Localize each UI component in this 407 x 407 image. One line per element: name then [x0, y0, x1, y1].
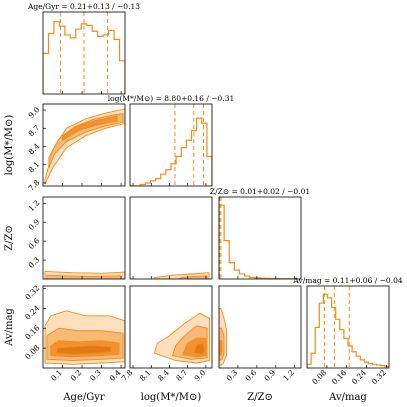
y-axis-label-z: Z/Z⊙	[4, 225, 15, 251]
y-axis-label-logm: log(M*/M⊙)	[4, 115, 15, 176]
contour-1-0-level-0	[44, 108, 125, 185]
histogram-z	[219, 204, 301, 279]
contour-3-2-level-2	[219, 340, 223, 357]
x-tick-label: 8.4	[156, 368, 171, 383]
panel-title-age: Age/Gyr = 0.21+0.13 / −0.13	[27, 2, 140, 11]
x-axis-label-age: Age/Gyr	[62, 392, 105, 403]
panel-frame	[129, 103, 213, 187]
y-axis-label-av: Av/mag	[4, 308, 15, 347]
panel-frame	[129, 196, 213, 280]
y-tick-label: 9.0	[27, 105, 42, 120]
histogram-av	[307, 293, 389, 368]
contour-3-0-level-3	[56, 345, 112, 355]
x-tick-label: 7.8	[120, 368, 135, 383]
y-tick-label: 0.3	[27, 255, 42, 270]
panel-frame	[42, 103, 126, 187]
x-tick-label: 0.24	[350, 368, 368, 386]
panel-frame	[129, 285, 213, 369]
x-tick-label: 0.3	[88, 368, 103, 383]
contour-2-1-level-1	[178, 275, 208, 279]
x-tick-label: 0.3	[225, 368, 240, 383]
panel-1-0: 7.8 8.1 8.4 8.7 9.0	[27, 103, 126, 193]
x-tick-label: 0.08	[310, 368, 328, 386]
panel-3-1: 7.8 8.1 8.4 8.7 9.0	[120, 285, 213, 383]
x-axis-label-z: Z/Z⊙	[247, 392, 273, 403]
x-tick-label: 0.6	[243, 368, 258, 383]
histogram-age	[43, 21, 125, 94]
y-tick-label: 0.6	[27, 236, 42, 251]
x-tick-label: 0.9	[262, 368, 277, 383]
panel-frame	[42, 285, 126, 369]
x-tick-label: 8.1	[138, 368, 153, 383]
x-tick-label: 0.1	[49, 368, 64, 383]
x-tick-label: 0.32	[370, 368, 388, 386]
panel-2-2	[218, 196, 302, 280]
x-tick-label: 8.7	[174, 368, 189, 383]
panel-3-2: 0.3 0.6 0.9 1.2	[218, 285, 302, 383]
y-tick-label: 0.24	[23, 303, 41, 321]
panel-frame	[42, 11, 126, 95]
panel-2-0: 0.3 0.6 0.9 1.2	[27, 196, 126, 280]
y-tick-label: 0.9	[27, 217, 42, 232]
x-tick-label: 0.2	[69, 368, 84, 383]
panel-title-z: Z/Z⊙ = 0.01+0.02 / −0.01	[210, 187, 310, 196]
y-tick-label: 8.7	[27, 123, 42, 138]
y-tick-label: 1.2	[27, 198, 42, 213]
x-tick-label: 9.0	[193, 368, 208, 383]
x-axis-label-av: Av/mag	[328, 392, 367, 403]
panel-2-1	[129, 196, 213, 280]
y-tick-label: 0.16	[23, 323, 41, 341]
panel-title-logm: log(M*/M⊙) = 8.80+0.16 / −0.31	[108, 94, 235, 103]
y-tick-label: 8.1	[27, 160, 42, 175]
panel-frame	[306, 285, 390, 369]
contour-3-1-level-3	[193, 342, 206, 355]
histogram-logm	[130, 117, 212, 186]
y-tick-label: 0.08	[23, 343, 41, 361]
panel-0-0	[42, 11, 126, 95]
y-tick-label: 8.4	[27, 141, 42, 156]
panel-3-0: 0.1 0.2 0.3 0.40.080.160.240.32	[23, 283, 126, 383]
y-tick-label: 0.32	[23, 283, 41, 301]
panel-1-1	[129, 103, 213, 187]
panel-title-av: Av/mag = 0.11+0.06 / −0.04	[292, 276, 403, 285]
x-axis-label-logm: log(M*/M⊙)	[141, 392, 202, 403]
panel-frame	[218, 285, 302, 369]
panel-frame	[42, 196, 126, 280]
panel-frame	[218, 196, 302, 280]
panel-3-3: 0.08 0.16 0.24 0.32	[306, 285, 390, 386]
contour-2-0-level-1	[46, 274, 122, 279]
contour-1-0-level-2	[62, 115, 118, 141]
y-tick-label: 7.8	[27, 178, 42, 193]
x-tick-label: 1.2	[281, 368, 296, 383]
x-tick-label: 0.16	[330, 368, 348, 386]
